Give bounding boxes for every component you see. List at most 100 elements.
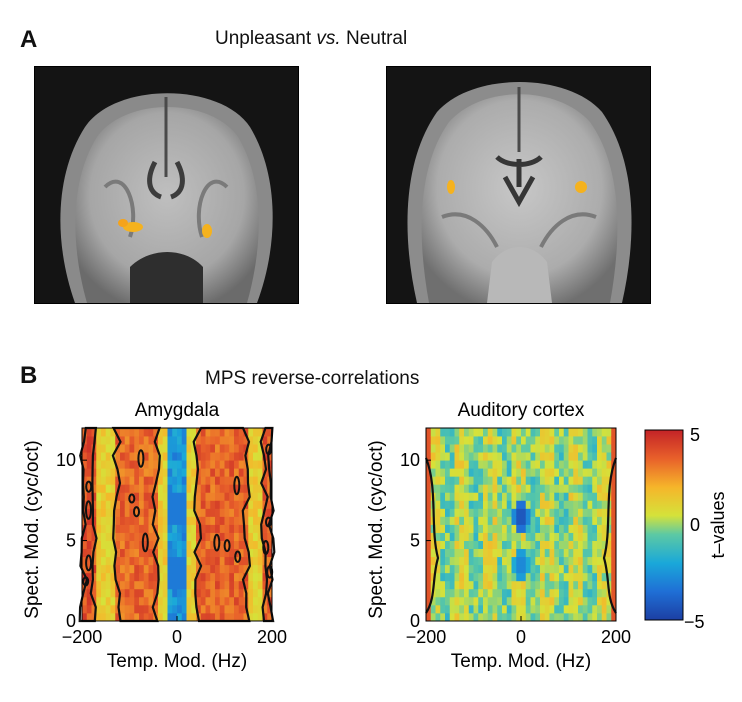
heatmap-cell xyxy=(158,588,164,598)
heatmap-cell xyxy=(597,588,603,598)
heatmap-cell xyxy=(492,556,498,566)
heatmap-cell xyxy=(582,532,588,541)
heatmap-cell xyxy=(101,588,107,598)
heatmap-cell xyxy=(483,428,489,437)
heatmap-cell xyxy=(200,588,206,598)
heatmap-cell xyxy=(549,428,555,437)
heatmap-cell xyxy=(172,596,178,606)
heatmap-cell xyxy=(243,436,249,445)
heatmap-cell xyxy=(511,500,517,509)
heatmap-cell xyxy=(219,596,225,606)
heatmap-cell xyxy=(459,588,465,598)
heatmap-cell xyxy=(205,452,211,461)
heatmap-cell xyxy=(124,500,130,509)
heatmap-cell xyxy=(478,524,484,533)
heatmap-cell xyxy=(234,580,240,590)
heatmap-cell xyxy=(82,564,88,574)
heatmap-cell xyxy=(516,532,522,541)
heatmap-cell xyxy=(459,548,465,558)
heatmap-cell xyxy=(454,500,460,509)
heatmap-cell xyxy=(162,508,168,517)
heatmap-cell xyxy=(487,588,493,598)
heatmap-cell xyxy=(248,476,254,485)
heatmap-cell xyxy=(124,564,130,574)
heatmap-cell xyxy=(445,556,451,566)
heatmap-cell xyxy=(563,604,569,614)
heatmap-cell xyxy=(559,596,565,606)
heatmap-cell xyxy=(540,564,546,574)
heatmap-cell xyxy=(186,468,192,477)
heatmap-cell xyxy=(224,572,230,582)
heatmap-cell xyxy=(129,548,135,558)
heatmap-cell xyxy=(511,452,517,461)
heatmap-cell xyxy=(459,604,465,614)
heatmap-cell xyxy=(129,604,135,614)
heatmap-cell xyxy=(478,484,484,493)
heatmap-cell xyxy=(582,612,588,622)
heatmap-cell xyxy=(521,452,527,461)
heatmap-cell xyxy=(582,444,588,453)
heatmap-cell xyxy=(196,476,202,485)
heatmap-cell xyxy=(86,500,92,509)
heatmap-cell xyxy=(129,452,135,461)
heatmap-cell xyxy=(177,476,183,485)
heatmap-cell xyxy=(139,460,145,469)
heatmap-cell xyxy=(445,500,451,509)
heatmap-cell xyxy=(162,436,168,445)
heatmap-cell xyxy=(124,452,130,461)
heatmap-cell xyxy=(587,548,593,558)
heatmap-cell xyxy=(426,492,432,501)
heatmap-cell xyxy=(167,500,173,509)
heatmap-cell xyxy=(606,548,612,558)
heatmap-cell xyxy=(124,556,130,566)
heatmap-cell xyxy=(229,572,235,582)
heatmap-cell xyxy=(191,428,197,437)
heatmap-cell xyxy=(449,508,455,517)
x-tick-label: −200 xyxy=(406,627,447,647)
heatmap-cell xyxy=(473,500,479,509)
heatmap-cell xyxy=(120,532,126,541)
heatmap-cell xyxy=(82,484,88,493)
heatmap-cell xyxy=(540,508,546,517)
heatmap-cell xyxy=(426,484,432,493)
heatmap-cell xyxy=(563,532,569,541)
heatmap-cell xyxy=(426,436,432,445)
heatmap-cell xyxy=(110,596,116,606)
heatmap-cell xyxy=(253,460,259,469)
heatmap-cell xyxy=(120,564,126,574)
heatmap-cell xyxy=(205,540,211,550)
heatmap-cell xyxy=(530,524,536,533)
heatmap-cell xyxy=(191,484,197,493)
heatmap-cell xyxy=(587,564,593,574)
heatmap-cell xyxy=(601,604,607,614)
heatmap-cell xyxy=(578,492,584,501)
heatmap-cell xyxy=(440,444,446,453)
heatmap-cell xyxy=(148,460,154,469)
heatmap-cell xyxy=(559,428,565,437)
heatmap-cell xyxy=(440,500,446,509)
heatmap-cell xyxy=(139,436,145,445)
heatmap-cell xyxy=(578,500,584,509)
heatmap-cell xyxy=(229,516,235,525)
heatmap-cell xyxy=(530,612,536,622)
heatmap-cell xyxy=(578,532,584,541)
heatmap-cell xyxy=(205,564,211,574)
heatmap-cell xyxy=(120,588,126,598)
heatmap-cell xyxy=(115,492,121,501)
heatmap-cell xyxy=(530,516,536,525)
heatmap-cell xyxy=(449,580,455,590)
heatmap-cell xyxy=(554,508,560,517)
heatmap-cell xyxy=(530,492,536,501)
heatmap-cell xyxy=(110,580,116,590)
heatmap-cell xyxy=(549,604,555,614)
heatmap-cell xyxy=(105,476,111,485)
x-tick-label: 0 xyxy=(172,627,182,647)
heatmap-cell xyxy=(582,500,588,509)
heatmap-cell xyxy=(578,428,584,437)
heatmap-cell xyxy=(129,580,135,590)
heatmap-cell xyxy=(540,428,546,437)
heatmap-cell xyxy=(238,500,244,509)
heatmap-cell xyxy=(592,612,598,622)
heatmap-cell xyxy=(82,500,88,509)
heatmap-cell xyxy=(124,436,130,445)
